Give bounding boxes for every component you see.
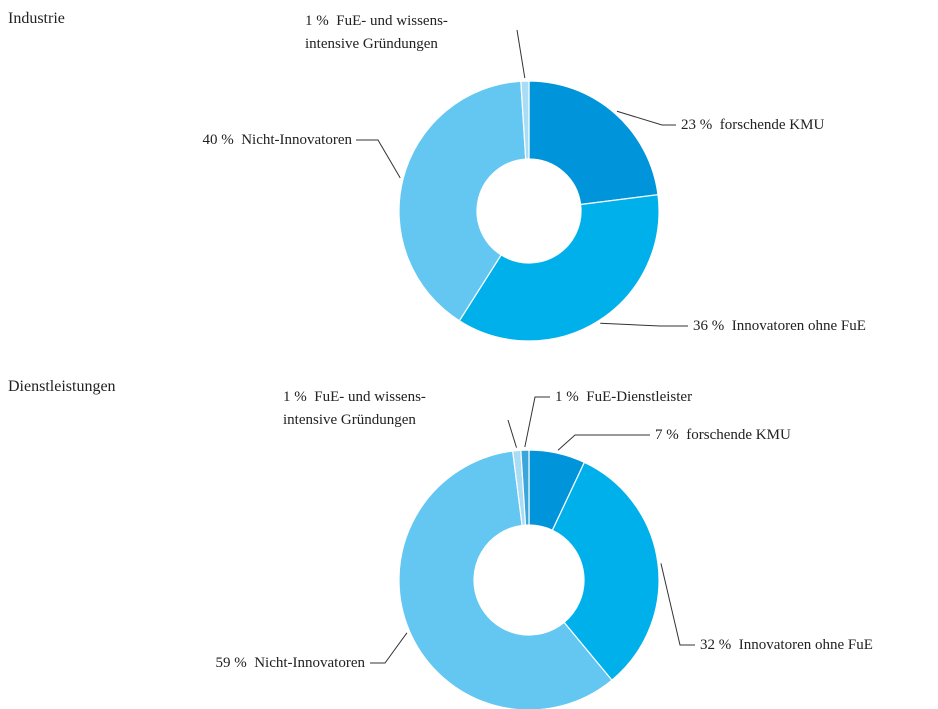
value-label: 40 %: [202, 131, 234, 148]
leader-line: [524, 396, 550, 448]
slice-label: 7 % forschende KMU: [655, 424, 791, 447]
slice-label: 59 % Nicht-Innovatoren: [215, 652, 365, 675]
donut-slice: [398, 80, 527, 322]
label-gap: [712, 117, 720, 133]
value-label: 7 %: [655, 426, 679, 443]
chart-title: Dienstleistungen: [8, 378, 116, 395]
category-label: Nicht-Innovatoren: [254, 654, 365, 671]
value-label: 32 %: [700, 636, 732, 653]
slice-label: 32 % Innovatoren ohne FuE: [700, 634, 873, 657]
label-gap: [731, 637, 739, 653]
value-label: 23 %: [681, 116, 713, 133]
donut-slice: [520, 449, 530, 526]
donut-slice: [520, 80, 530, 160]
leader-line: [370, 632, 408, 664]
value-label: 1 %: [283, 388, 307, 405]
leader-line: [507, 419, 517, 448]
donut-slice: [398, 450, 613, 709]
leader-line: [600, 322, 688, 327]
category-label: Nicht-Innovatoren: [241, 131, 352, 148]
label-gap: [724, 318, 732, 334]
leader-line: [557, 434, 650, 451]
leader-line: [516, 29, 526, 79]
slice-label: 1 % FuE- und wissens- intensive Gründung…: [283, 386, 426, 432]
donut-slice: [528, 80, 659, 206]
leader-line: [616, 110, 676, 126]
leader-line: [660, 563, 695, 646]
slice-label: 1 % FuE- und wissens- intensive Gründung…: [305, 10, 448, 56]
value-label: 59 %: [215, 654, 247, 671]
category-label: forschende KMU: [686, 426, 791, 443]
value-label: 1 %: [555, 388, 579, 405]
value-label: 1 %: [305, 12, 329, 29]
donut-slice: [551, 461, 660, 682]
category-label: Innovatoren ohne FuE: [731, 317, 866, 334]
category-label: forschende KMU: [719, 116, 825, 133]
slice-label: 36 % Innovatoren ohne FuE: [693, 315, 866, 338]
slice-label: 1 % FuE-Dienstleister: [555, 386, 692, 409]
chart-title: Industrie: [8, 10, 65, 27]
category-label: FuE- und wissens- intensive Gründungen: [305, 12, 448, 52]
slice-label: 40 % Nicht-Innovatoren: [202, 129, 352, 152]
donut-slice: [458, 194, 660, 342]
slice-label: 23 % forschende KMU: [681, 114, 824, 137]
category-label: FuE- und wissens- intensive Gründungen: [283, 388, 426, 428]
leader-line: [356, 139, 401, 179]
value-label: 36 %: [693, 317, 725, 334]
category-label: Innovatoren ohne FuE: [738, 636, 873, 653]
category-label: FuE-Dienstleister: [586, 388, 693, 405]
